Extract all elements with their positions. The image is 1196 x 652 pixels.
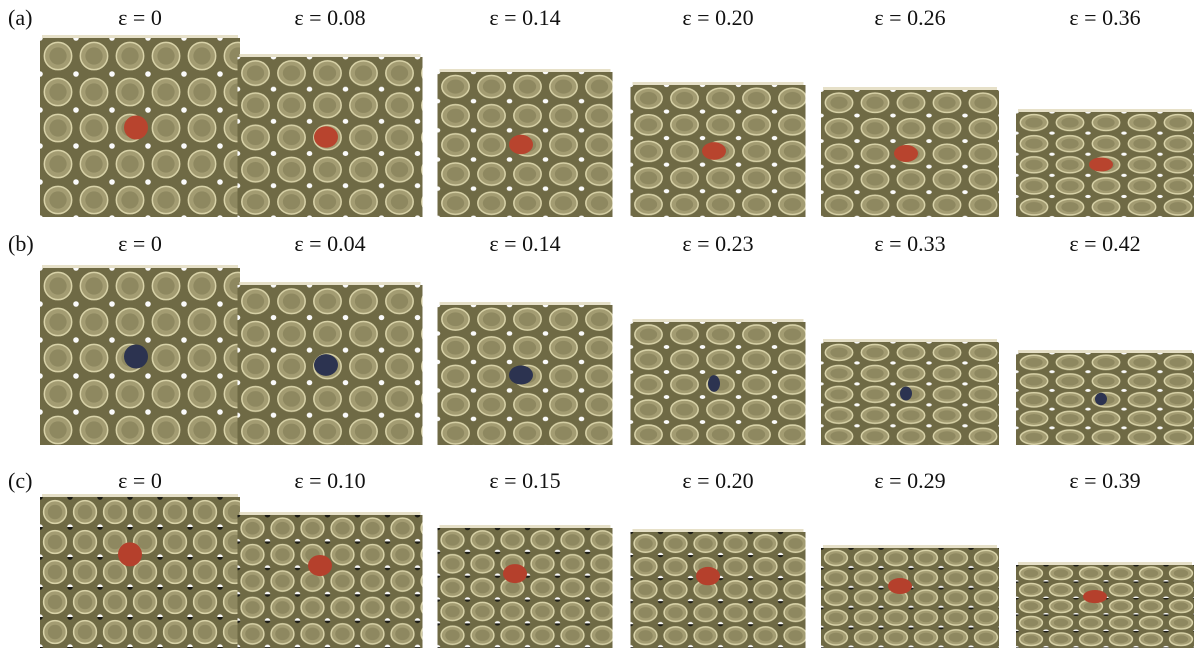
row-label: (c)	[8, 468, 32, 493]
inclusion	[124, 116, 148, 140]
inclusion	[696, 567, 720, 585]
strain-label: ε = 0.08	[294, 5, 365, 30]
inclusion	[509, 135, 533, 154]
strain-label: ε = 0.15	[489, 468, 560, 493]
inclusion	[118, 542, 142, 566]
strain-label: ε = 0.26	[874, 5, 945, 30]
strain-label: ε = 0.29	[874, 468, 945, 493]
strain-label: ε = 0.39	[1069, 468, 1140, 493]
inclusion	[503, 564, 527, 583]
row-label: (a)	[8, 5, 32, 30]
sample-photo	[238, 515, 423, 648]
inclusion	[509, 366, 533, 385]
inclusion	[308, 555, 332, 576]
inclusion	[1095, 393, 1107, 405]
strain-label: ε = 0.14	[489, 231, 560, 256]
sample-photo	[40, 497, 240, 648]
strain-label: ε = 0.42	[1069, 231, 1140, 256]
sample-photo	[821, 548, 999, 648]
inclusion	[1083, 590, 1107, 603]
inclusion	[900, 387, 912, 401]
sample-photo	[631, 532, 806, 648]
inclusion	[888, 578, 912, 594]
strain-label: ε = 0	[118, 468, 162, 493]
strain-label: ε = 0.10	[294, 468, 365, 493]
strain-label: ε = 0	[118, 5, 162, 30]
inclusion	[1089, 157, 1113, 171]
inclusion	[124, 345, 148, 369]
strain-label: ε = 0.36	[1069, 5, 1140, 30]
row-label: (b)	[8, 231, 34, 256]
inclusion	[708, 375, 720, 392]
inclusion	[702, 142, 726, 160]
strain-label: ε = 0.20	[682, 468, 753, 493]
strain-label: ε = 0	[118, 231, 162, 256]
sample-photo	[1016, 565, 1194, 648]
figure: (a) ε = 0 ε = 0.08 ε = 0.14 ε = 0.20 ε = 0.26…	[0, 0, 1196, 652]
inclusion	[314, 126, 338, 147]
strain-label: ε = 0.14	[489, 5, 560, 30]
strain-label: ε = 0.23	[682, 231, 753, 256]
inclusion	[894, 145, 918, 162]
inclusion	[314, 354, 338, 376]
strain-label: ε = 0.33	[874, 231, 945, 256]
sample-photo	[438, 528, 613, 648]
strain-label: ε = 0.04	[294, 231, 365, 256]
strain-label: ε = 0.20	[682, 5, 753, 30]
